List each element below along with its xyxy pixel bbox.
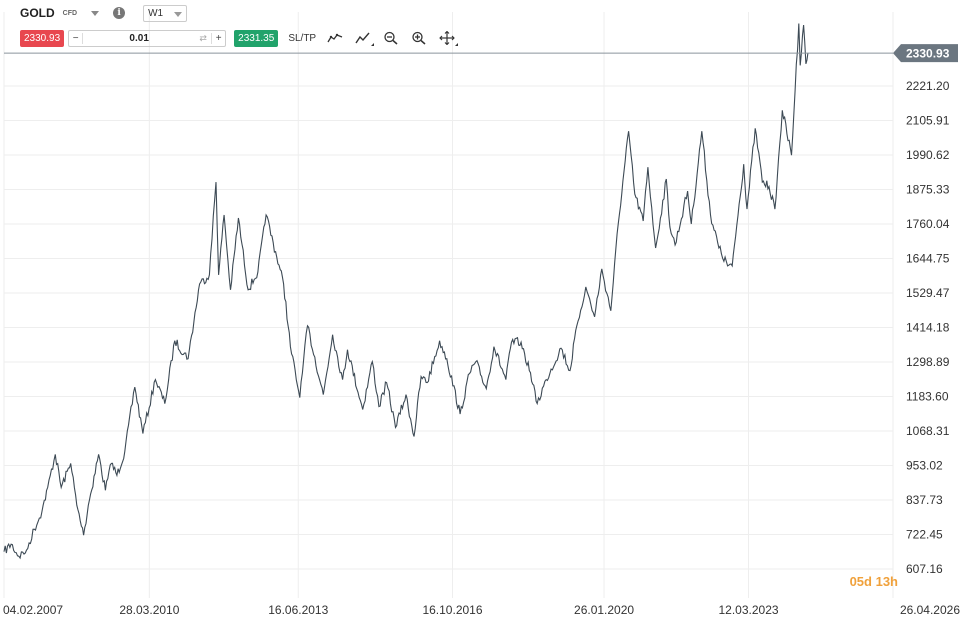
current-price-marker: 2330.93	[4, 44, 958, 63]
y-tick-label: 1414.18	[906, 321, 950, 335]
trade-bar: 2330.93 − 0.01 ⇄ + 2331.35 SL/TP	[20, 29, 459, 47]
zoom-in-icon[interactable]	[410, 30, 428, 46]
sell-button[interactable]: 2330.93	[20, 29, 65, 47]
timeframe-value: W1	[148, 7, 164, 19]
quantity-input[interactable]: 0.01	[129, 32, 149, 44]
y-tick-label: 1183.60	[906, 390, 949, 404]
y-tick-label: 2221.20	[906, 79, 950, 93]
current-price-label: 2330.93	[906, 47, 950, 61]
y-tick-label: 1644.75	[906, 252, 950, 266]
y-tick-label: 1990.62	[906, 148, 950, 162]
x-tick-label: 26.01.2020	[574, 603, 634, 617]
y-tick-label: 607.16	[906, 562, 943, 576]
chevron-down-icon	[174, 11, 183, 17]
indicators-icon[interactable]	[354, 30, 375, 46]
quantity-stepper[interactable]: − 0.01 ⇄ +	[68, 29, 227, 47]
instrument-bar: GOLD CFD i W1	[20, 4, 188, 22]
price-series-line	[3, 23, 809, 560]
y-tick-label: 2105.91	[906, 114, 950, 128]
decrease-quantity-button[interactable]: −	[69, 32, 84, 44]
x-tick-label: 12.03.2023	[718, 603, 778, 617]
x-axis: 04.02.2007 28.03.2010 16.06.2013 16.10.2016…	[3, 603, 960, 617]
zoom-out-icon[interactable]	[382, 30, 400, 46]
buy-button[interactable]: 2331.35	[234, 29, 279, 47]
sl-tp-button[interactable]: SL/TP	[288, 32, 317, 44]
y-tick-label: 1760.04	[906, 217, 950, 231]
info-icon[interactable]: i	[113, 7, 126, 19]
symbol-dropdown-icon[interactable]	[91, 10, 100, 16]
symbol-name[interactable]: GOLD	[20, 6, 55, 20]
current-price-tag	[893, 44, 958, 63]
dropdown-corner-icon	[455, 43, 459, 46]
x-tick-label: 28.03.2010	[119, 603, 179, 617]
dropdown-corner-icon	[371, 43, 375, 46]
chart-grid	[3, 12, 894, 598]
y-tick-label: 1298.89	[906, 355, 950, 369]
y-tick-label: 1068.31	[906, 424, 950, 438]
y-tick-label: 837.73	[906, 493, 943, 507]
swap-icon[interactable]: ⇄	[199, 32, 207, 43]
y-tick-label: 1529.47	[906, 286, 950, 300]
line-chart-type-icon[interactable]	[326, 30, 344, 46]
y-tick-label: 722.45	[906, 527, 943, 541]
y-tick-label: 953.02	[906, 459, 943, 473]
x-tick-label: 16.06.2013	[268, 603, 328, 617]
instrument-type-badge: CFD	[62, 9, 78, 17]
y-axis: 2221.20 2105.91 1990.62 1875.33 1760.04 1644.…	[906, 79, 950, 576]
timeframe-select[interactable]: W1	[143, 4, 188, 22]
bar-countdown: 05d 13h	[849, 574, 898, 589]
x-tick-label: 16.10.2016	[422, 603, 482, 617]
increase-quantity-button[interactable]: +	[211, 32, 225, 44]
x-tick-label: 04.02.2007	[3, 603, 63, 617]
x-tick-label: 26.04.2026	[900, 603, 960, 617]
y-tick-label: 1875.33	[906, 183, 950, 197]
crosshair-move-icon[interactable]	[438, 30, 459, 46]
